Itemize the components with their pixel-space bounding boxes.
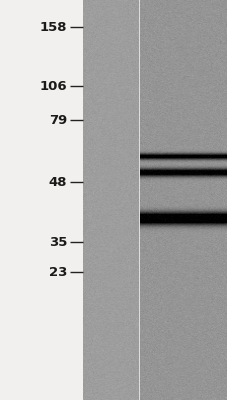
Text: 35: 35: [49, 236, 67, 248]
Bar: [139, 0, 227, 400]
Text: 48: 48: [49, 176, 67, 188]
Text: 106: 106: [39, 80, 67, 92]
Bar: [83, 0, 138, 400]
Text: 23: 23: [49, 266, 67, 278]
Text: 79: 79: [49, 114, 67, 126]
Text: 158: 158: [39, 21, 67, 34]
Bar: [0, 0, 83, 400]
Bar: [137, 0, 140, 400]
